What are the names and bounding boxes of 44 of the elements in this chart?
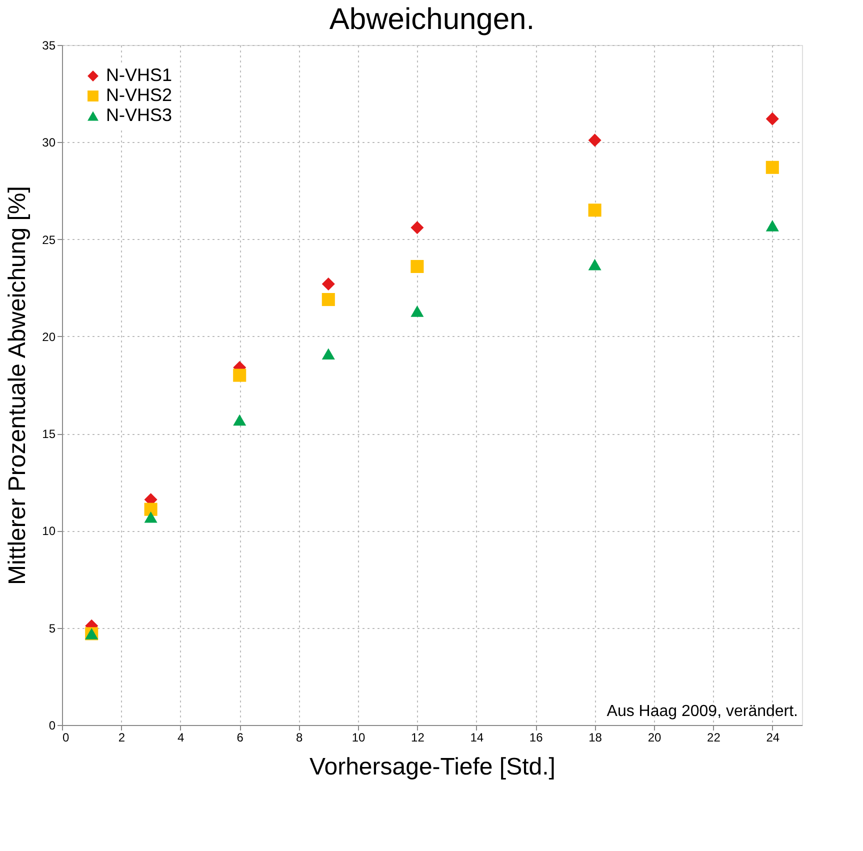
point xyxy=(322,277,335,290)
annotation: Aus Haag 2009, verändert. xyxy=(606,703,798,720)
point xyxy=(410,221,424,234)
chart-title: Abweichungen. xyxy=(329,3,535,36)
point xyxy=(588,204,602,217)
y-tick-label: 35 xyxy=(42,38,56,52)
y-tick-label: 10 xyxy=(42,524,56,538)
y-tick-label: 0 xyxy=(48,718,56,732)
point xyxy=(233,414,246,426)
point xyxy=(410,260,424,274)
legend-label: N-VHS2 xyxy=(106,85,172,105)
x-tick-label: 14 xyxy=(470,730,484,744)
x-tick-label: 8 xyxy=(296,730,303,744)
x-tick-label: 2 xyxy=(118,730,126,744)
legend-label: N-VHS3 xyxy=(106,105,172,125)
y-tick-label: 20 xyxy=(42,330,56,344)
point xyxy=(144,502,158,516)
y-tick-label: 30 xyxy=(42,136,56,150)
point xyxy=(144,511,158,523)
point xyxy=(588,258,602,270)
x-tick-label: 20 xyxy=(648,730,662,744)
point xyxy=(766,160,779,174)
x-tick-label: 22 xyxy=(707,730,721,744)
y-tick-label: 15 xyxy=(42,427,56,442)
x-tick-label: 12 xyxy=(411,730,425,744)
x-tick-label: 6 xyxy=(236,730,244,744)
y-axis-title: Mittlerer Prozentuale Abweichung [%] xyxy=(4,186,32,585)
y-tick-label: 5 xyxy=(48,621,56,636)
point xyxy=(766,112,779,126)
x-tick-label: 0 xyxy=(62,730,70,744)
x-tick-label: 16 xyxy=(529,730,544,744)
legend-label: N-VHS1 xyxy=(106,65,172,85)
point xyxy=(322,292,335,306)
point xyxy=(233,368,246,382)
x-axis-title: Vorhersage-Tiefe [Std.] xyxy=(310,754,556,780)
x-tick-label: 4 xyxy=(178,730,185,744)
point xyxy=(588,134,602,147)
x-tick-label: 24 xyxy=(766,730,780,744)
point xyxy=(322,348,335,360)
point xyxy=(410,306,424,317)
point xyxy=(766,220,779,232)
x-tick-label: 18 xyxy=(588,730,602,744)
y-tick-label: 25 xyxy=(42,232,56,247)
x-tick-label: 10 xyxy=(352,730,366,744)
